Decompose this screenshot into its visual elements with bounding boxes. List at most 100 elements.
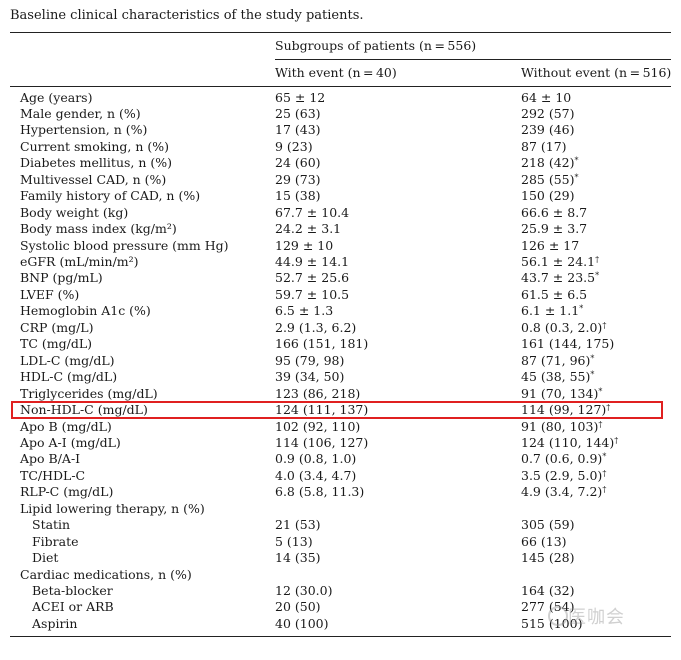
table-row: eGFR (mL/min/m²) 44.9 ± 14.1 56.1 ± 24.1† xyxy=(0,254,681,270)
table-row: LVEF (%) 59.7 ± 10.5 61.5 ± 6.5 xyxy=(0,287,681,303)
row-label: Diabetes mellitus, n (%) xyxy=(20,155,173,171)
bottom-rule xyxy=(10,636,671,637)
with-event-value: 166 (151, 181) xyxy=(275,336,369,352)
without-event-text: 25.9 ± 3.7 xyxy=(521,221,588,237)
without-event-value: 305 (59) xyxy=(521,517,575,533)
table-row: Apo B/A-I 0.9 (0.8, 1.0) 0.7 (0.6, 0.9)* xyxy=(0,451,681,467)
without-event-text: 91 (70, 134) xyxy=(521,385,599,401)
without-event-text: 43.7 ± 23.5 xyxy=(521,270,596,286)
subgroups-header: Subgroups of patients (n = 556) xyxy=(275,38,477,53)
table-caption: Baseline clinical characteristics of the… xyxy=(10,8,364,23)
table-row: Diet 14 (35) 145 (28) xyxy=(0,550,681,566)
without-event-text: 161 (144, 175) xyxy=(521,336,615,352)
significance-mark: * xyxy=(590,370,595,380)
table-row: Hypertension, n (%) 17 (43) 239 (46) xyxy=(0,122,681,138)
significance-mark: † xyxy=(602,468,607,478)
without-event-text: 91 (80, 103) xyxy=(521,418,599,434)
row-label: HDL-C (mg/dL) xyxy=(20,369,118,385)
with-event-value: 95 (79, 98) xyxy=(275,352,345,368)
without-event-value: 285 (55)* xyxy=(521,172,579,188)
table-row: Apo B (mg/dL) 102 (92, 110) 91 (80, 103)† xyxy=(0,419,681,435)
table-row: Systolic blood pressure (mm Hg) 129 ± 10 1… xyxy=(0,238,681,254)
without-event-text: 0.8 (0.3, 2.0) xyxy=(521,319,603,335)
significance-mark: † xyxy=(614,435,619,445)
with-event-value: 20 (50) xyxy=(275,599,321,615)
with-event-value: 15 (38) xyxy=(275,188,321,204)
with-event-value: 17 (43) xyxy=(275,122,321,138)
row-label: Family history of CAD, n (%) xyxy=(20,188,201,204)
table-row: Triglycerides (mg/dL) 123 (86, 218) 91 (70… xyxy=(0,386,681,402)
significance-mark: * xyxy=(598,386,603,396)
row-label: Systolic blood pressure (mm Hg) xyxy=(20,237,229,253)
table-row: Body mass index (kg/m²) 24.2 ± 3.1 25.9 ± … xyxy=(0,221,681,237)
with-event-value: 4.0 (3.4, 4.7) xyxy=(275,467,357,483)
with-event-value: 44.9 ± 14.1 xyxy=(275,254,350,269)
without-event-text: 87 (71, 96) xyxy=(521,352,591,368)
subgroups-rule xyxy=(275,59,671,60)
without-event-text: 87 (17) xyxy=(521,138,567,154)
without-event-value: 61.5 ± 6.5 xyxy=(521,287,587,303)
with-event-value: 129 ± 10 xyxy=(275,237,334,253)
table-row: Current smoking, n (%) 9 (23) 87 (17) xyxy=(0,139,681,155)
table-row: Hemoglobin A1c (%) 6.5 ± 1.3 6.1 ± 1.1* xyxy=(0,303,681,319)
table-row: TC/HDL-C 4.0 (3.4, 4.7) 3.5 (2.9, 5.0)† xyxy=(0,468,681,484)
with-event-value: 24.2 ± 3.1 xyxy=(275,221,342,237)
with-event-value: 67.7 ± 10.4 xyxy=(275,204,350,220)
without-event-value: 218 (42)* xyxy=(521,155,579,171)
without-event-text: 66 (13) xyxy=(521,533,567,549)
row-label: Triglycerides (mg/dL) xyxy=(20,385,158,401)
without-event-text: 126 ± 17 xyxy=(521,237,580,253)
with-event-value: 39 (34, 50) xyxy=(275,369,345,385)
with-event-value: 124 (111, 137) xyxy=(275,402,369,418)
row-label: Diet xyxy=(32,550,59,566)
row-label: Cardiac medications, n (%) xyxy=(20,566,192,582)
row-label: Apo A-I (mg/dL) xyxy=(20,434,121,450)
with-event-value: 0.9 (0.8, 1.0) xyxy=(275,451,357,467)
significance-mark: † xyxy=(606,403,611,413)
without-event-value: 161 (144, 175) xyxy=(521,336,614,352)
row-label: Body mass index (kg/m²) xyxy=(20,221,177,237)
without-event-text: 145 (28) xyxy=(521,550,575,566)
without-event-text: 124 (110, 144) xyxy=(521,434,615,450)
row-label: TC (mg/dL) xyxy=(20,336,92,352)
without-event-text: 114 (99, 127) xyxy=(521,402,607,418)
significance-mark: † xyxy=(595,255,600,264)
table-row: Multivessel CAD, n (%) 29 (73) 285 (55)* xyxy=(0,172,681,188)
without-event-text: 218 (42) xyxy=(521,155,575,171)
without-event-value: 66.6 ± 8.7 xyxy=(521,205,587,221)
without-event-value: 87 (17) xyxy=(521,139,567,155)
with-event-value: 52.7 ± 25.6 xyxy=(275,270,350,286)
watermark: 医咖会 xyxy=(568,607,625,628)
without-event-text: 0.7 (0.6, 0.9) xyxy=(521,451,603,467)
with-event-value: 14 (35) xyxy=(275,550,321,566)
without-event-value: 91 (70, 134)* xyxy=(521,386,602,402)
table-row: Body weight (kg) 67.7 ± 10.4 66.6 ± 8.7 xyxy=(0,205,681,221)
row-label: BNP (pg/mL) xyxy=(20,270,103,286)
without-event-value: 4.9 (3.4, 7.2)† xyxy=(521,484,606,500)
significance-mark: * xyxy=(595,271,600,281)
significance-mark: * xyxy=(602,452,607,462)
row-label: RLP-C (mg/dL) xyxy=(20,484,114,500)
row-label: Apo B (mg/dL) xyxy=(20,418,112,434)
without-event-text: 61.5 ± 6.5 xyxy=(521,286,588,302)
with-event-value: 21 (53) xyxy=(275,517,321,533)
without-event-text: 150 (29) xyxy=(521,188,575,204)
row-label: Apo B/A-I xyxy=(20,451,81,467)
significance-mark: * xyxy=(579,304,584,314)
without-event-value: 64 ± 10 xyxy=(521,90,571,106)
without-event-header: Without event (n = 516) xyxy=(521,65,672,80)
without-event-value: 292 (57) xyxy=(521,106,575,122)
without-event-value: 66 (13) xyxy=(521,534,567,550)
without-event-value: 164 (32) xyxy=(521,583,575,599)
without-event-value: 145 (28) xyxy=(521,550,575,566)
with-event-value: 2.9 (1.3, 6.2) xyxy=(275,319,357,335)
row-label: Lipid lowering therapy, n (%) xyxy=(20,500,205,516)
without-event-value: 25.9 ± 3.7 xyxy=(521,221,587,237)
row-label: ACEI or ARB xyxy=(32,599,114,615)
without-event-value: 150 (29) xyxy=(521,188,575,204)
row-label: Hemoglobin A1c (%) xyxy=(20,303,151,319)
row-label: Age (years) xyxy=(20,89,93,105)
table-row: Lipid lowering therapy, n (%) xyxy=(0,501,681,517)
table-row: Fibrate 5 (13) 66 (13) xyxy=(0,534,681,550)
table-row: Cardiac medications, n (%) xyxy=(0,567,681,583)
